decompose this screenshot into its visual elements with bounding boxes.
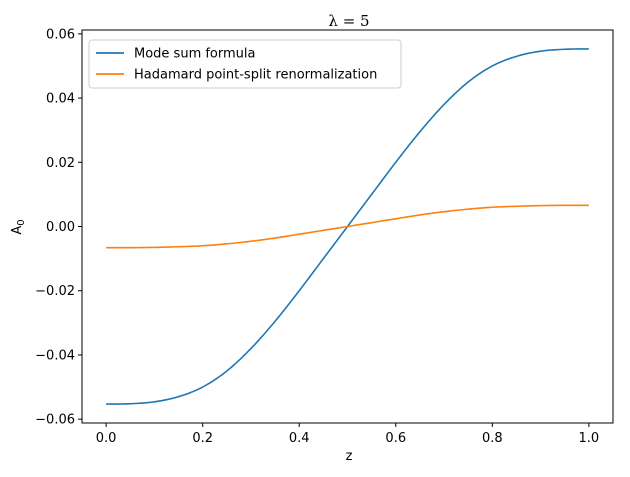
y-tick-label: −0.06 — [35, 413, 75, 428]
y-axis-label: A0 — [10, 219, 27, 234]
legend-entry: Mode sum formula — [134, 47, 256, 62]
legend: Mode sum formula Hadamard point-split ren… — [88, 39, 402, 89]
y-tick-label: 0.02 — [46, 156, 75, 171]
series-layer — [106, 48, 589, 405]
x-tick-label: 0.6 — [385, 431, 406, 446]
chart-title: λ = 5 — [328, 12, 369, 30]
legend-entry: Hadamard point-split renormalization — [134, 68, 377, 83]
y-tick-label: −0.04 — [35, 348, 75, 363]
y-tick-label: 0.06 — [46, 27, 75, 42]
y-tick-label: −0.02 — [35, 284, 75, 299]
series-line-2 — [106, 204, 589, 249]
x-tick-label: 0.0 — [96, 431, 117, 446]
y-axis: −0.06 −0.04 −0.02 0.00 0.02 0.04 0.06 — [35, 27, 82, 428]
legend-box — [88, 39, 402, 89]
x-axis-label: z — [346, 449, 353, 464]
x-tick-label: 1.0 — [579, 431, 600, 446]
x-tick-label: 0.2 — [192, 431, 213, 446]
y-tick-label: 0.00 — [46, 220, 75, 235]
x-tick-label: 0.4 — [289, 431, 310, 446]
y-tick-label: 0.04 — [46, 92, 75, 107]
x-axis: 0.0 0.2 0.4 0.6 0.8 1.0 — [96, 423, 599, 446]
svg-text:A0: A0 — [10, 219, 27, 234]
x-tick-label: 0.8 — [482, 431, 503, 446]
